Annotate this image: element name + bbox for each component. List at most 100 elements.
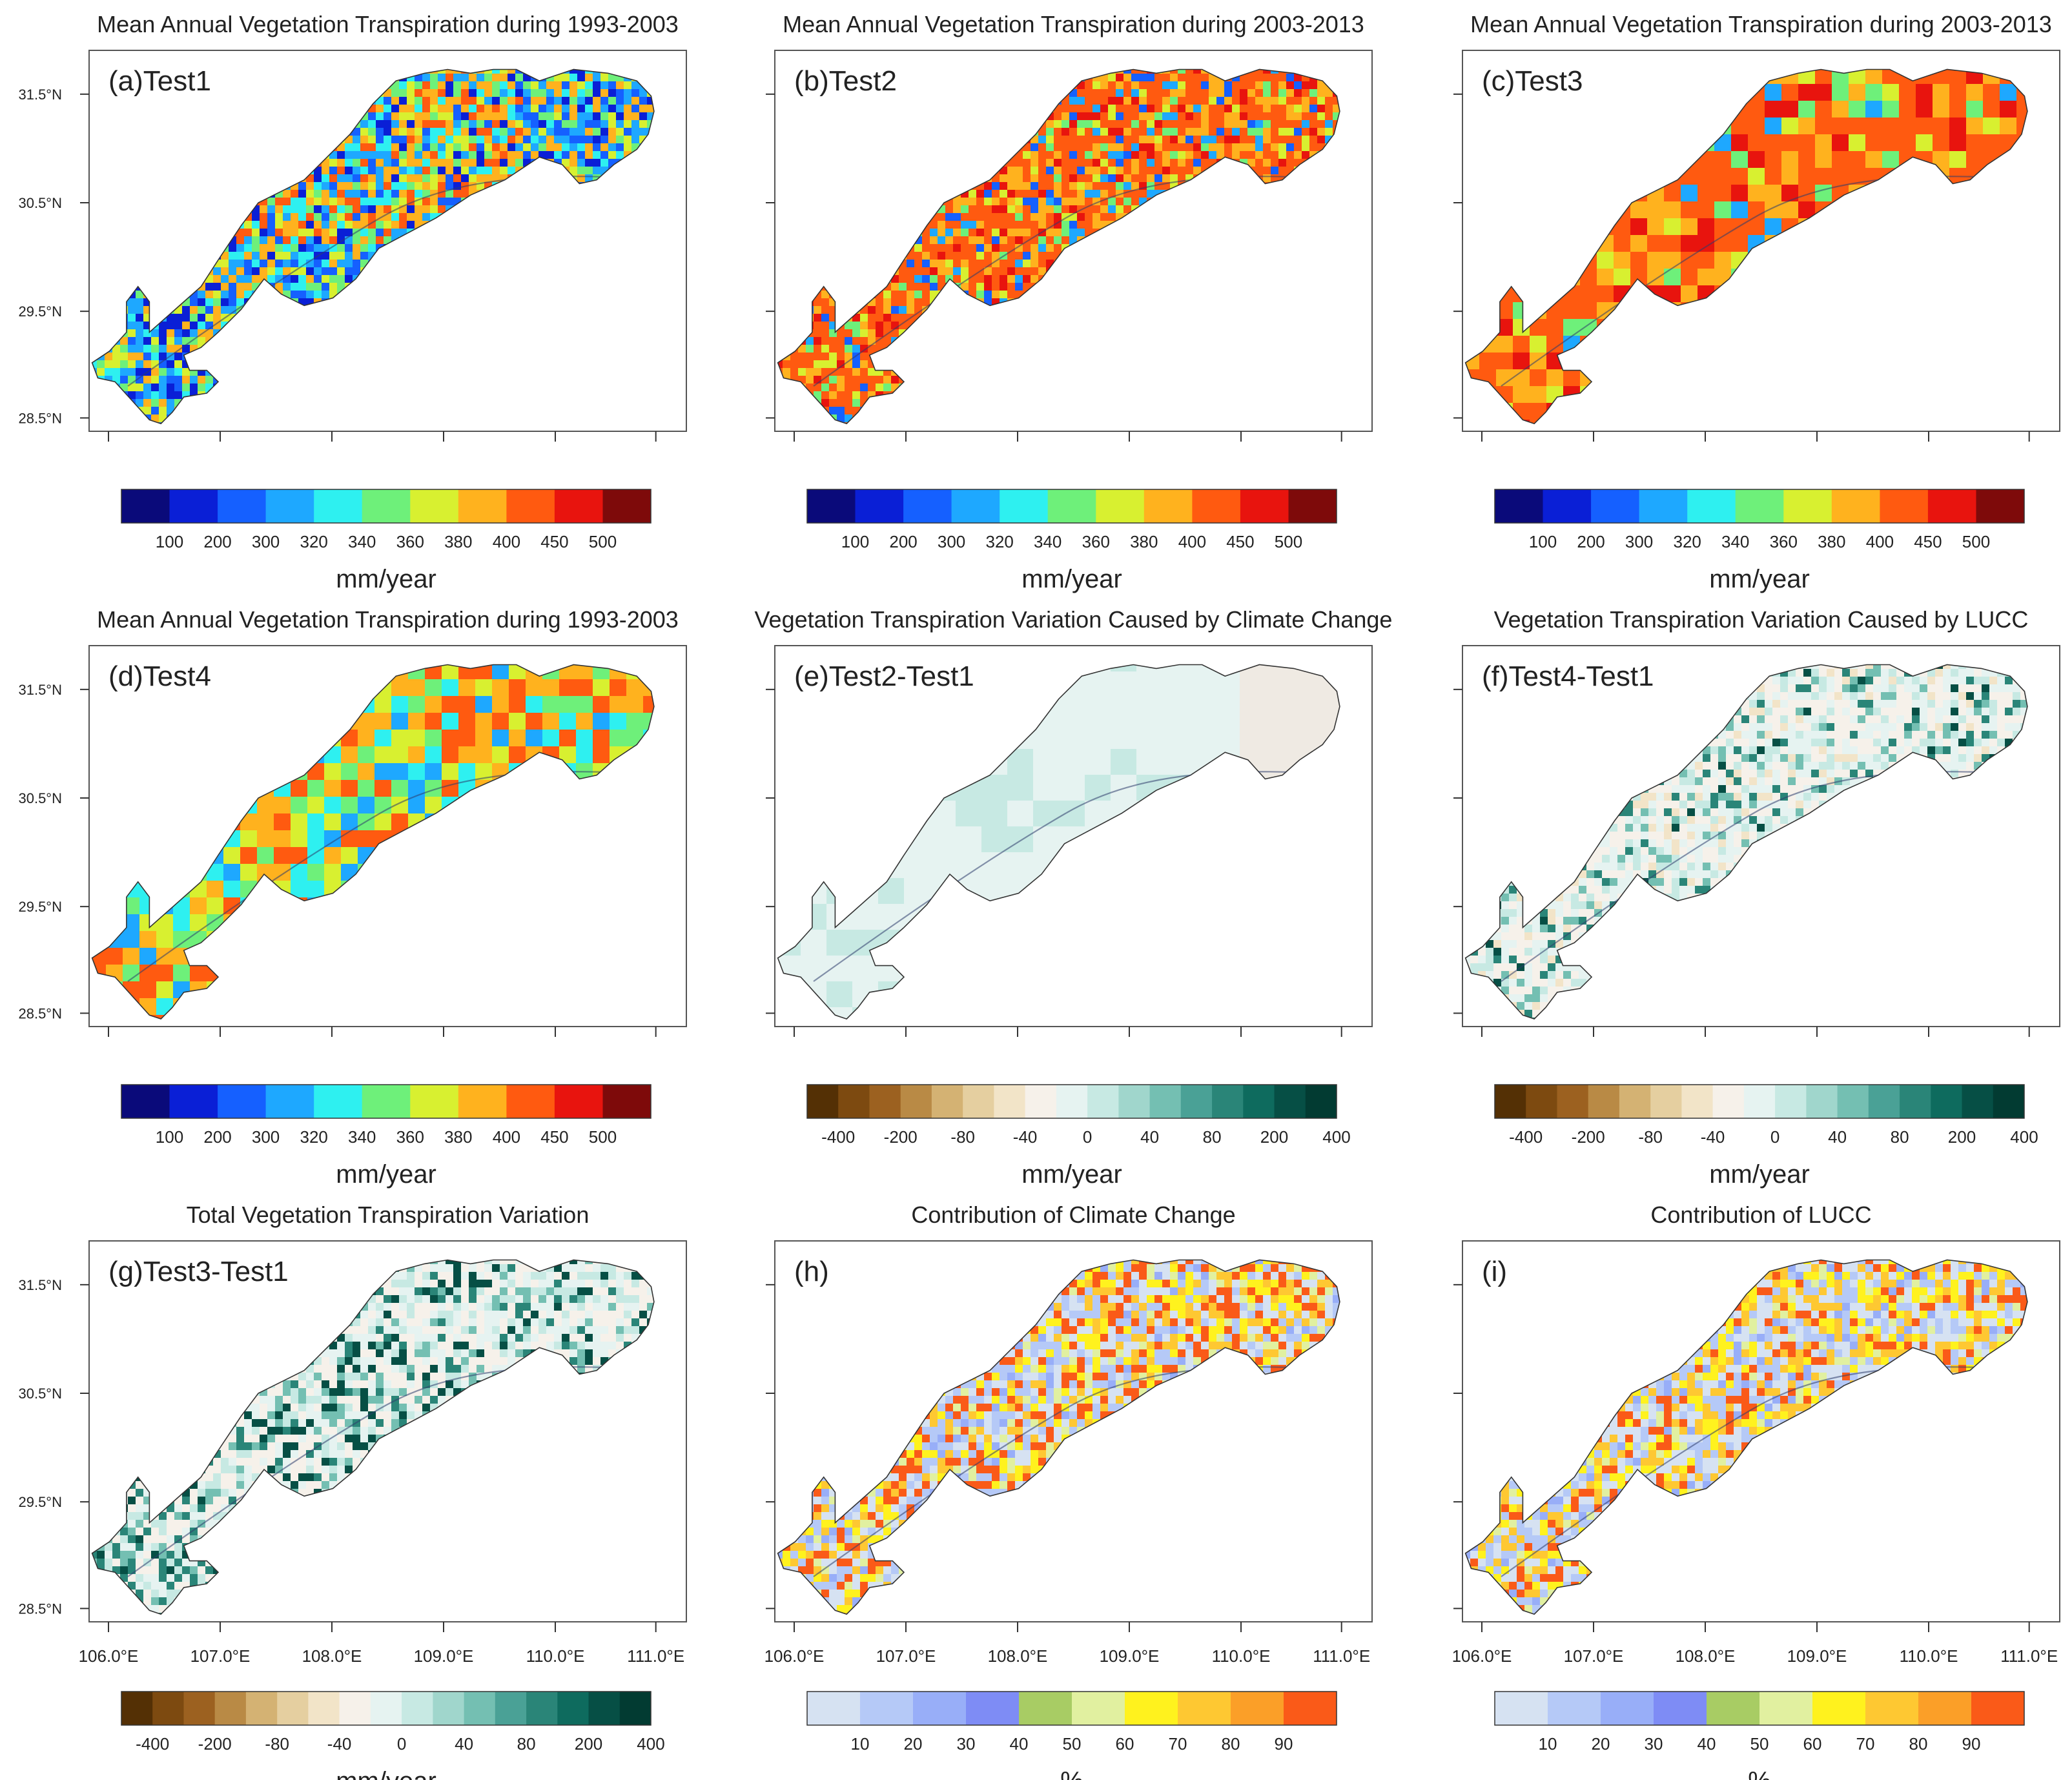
colorbar-swatch xyxy=(1288,489,1337,523)
x-tick-label: 110.0°E xyxy=(1900,1646,1958,1666)
colorbar-swatch xyxy=(245,1692,278,1725)
colorbar-tick-label: 200 xyxy=(1948,1127,1976,1147)
colorbar-swatch xyxy=(1495,1692,1548,1725)
colorbar-tick-label: 0 xyxy=(1083,1127,1092,1147)
colorbar-swatch xyxy=(1096,489,1145,523)
colorbar-swatch xyxy=(807,1085,839,1118)
colorbar-swatch xyxy=(903,489,952,523)
panel-title: Total Vegetation Transpiration Variation xyxy=(187,1202,590,1228)
colorbar-swatch xyxy=(588,1692,621,1725)
colorbar-border xyxy=(806,1691,1337,1726)
colorbar-tick-label: 200 xyxy=(1260,1127,1288,1147)
colorbar-tick-label: 400 xyxy=(2010,1127,2038,1147)
colorbar-swatch xyxy=(602,1085,651,1118)
panel-g: Total Vegetation Transpiration Variation… xyxy=(18,1202,687,1780)
colorbar-swatch xyxy=(557,1692,589,1725)
colorbar-tick-label: 40 xyxy=(1010,1734,1029,1754)
colorbar: 100 200 300 320 340 360 380 400 450 500 mm/year xyxy=(1494,489,2025,593)
colorbar-swatch xyxy=(807,1692,861,1725)
region-boundary xyxy=(1464,664,2028,1020)
colorbar-swatch xyxy=(1144,489,1193,523)
panel-title: Vegetation Transpiration Variation Cause… xyxy=(1494,606,2029,633)
colorbar-tick-label: 450 xyxy=(540,532,568,551)
colorbar-swatch xyxy=(807,489,856,523)
colorbar-tick-label: -80 xyxy=(1638,1127,1663,1147)
x-tick-label: 109.0°E xyxy=(1787,1646,1847,1666)
y-tick-label: 30.5°N xyxy=(18,790,62,806)
colorbar-swatch xyxy=(506,489,555,523)
region-boundary xyxy=(91,68,655,425)
colorbar-tick-label: -80 xyxy=(950,1127,975,1147)
colorbar-tick-label: -200 xyxy=(198,1734,232,1754)
colorbar-tick-label: 400 xyxy=(1866,532,1894,551)
colorbar-swatch xyxy=(1588,1085,1620,1118)
colorbar-tick-label: 400 xyxy=(493,532,520,551)
colorbar-swatch xyxy=(1056,1085,1088,1118)
panel-label: (e)Test2-Test1 xyxy=(794,660,974,692)
region-boundary xyxy=(91,664,655,1020)
colorbar-swatch xyxy=(1712,1085,1745,1118)
colorbar-tick-label: 10 xyxy=(851,1734,870,1754)
colorbar-swatch xyxy=(602,489,651,523)
colorbar-tick-label: 100 xyxy=(1529,532,1557,551)
colorbar-tick-label: 200 xyxy=(203,532,231,551)
colorbar-tick-label: 300 xyxy=(252,1127,280,1147)
colorbar-swatch xyxy=(1681,1085,1714,1118)
y-tick-label: 28.5°N xyxy=(18,410,62,426)
colorbar-border xyxy=(121,1084,651,1119)
colorbar-tick-label: 40 xyxy=(1140,1127,1159,1147)
colorbar-tick-label: 300 xyxy=(1625,532,1653,551)
colorbar: 100 200 300 320 340 360 380 400 450 500 mm/year xyxy=(121,1084,651,1189)
colorbar-swatch xyxy=(1601,1692,1654,1725)
colorbar-swatch xyxy=(838,1085,870,1118)
colorbar-swatch xyxy=(860,1692,914,1725)
colorbar-swatch xyxy=(218,1085,267,1118)
colorbar-tick-label: 300 xyxy=(252,532,280,551)
colorbar-tick-label: 400 xyxy=(493,1127,520,1147)
colorbar-swatch xyxy=(931,1085,963,1118)
panel-title: Mean Annual Vegetation Transpiration dur… xyxy=(97,606,679,633)
colorbar-swatch xyxy=(1806,1085,1838,1118)
colorbar-tick-label: 60 xyxy=(1803,1734,1822,1754)
colorbar-tick-label: 50 xyxy=(1750,1734,1769,1754)
panel-label: (g)Test3-Test1 xyxy=(108,1256,289,1287)
colorbar-swatch xyxy=(1305,1085,1337,1118)
colorbar-swatch xyxy=(265,1085,314,1118)
colorbar-swatch xyxy=(554,489,603,523)
colorbar-tick-label: 40 xyxy=(455,1734,473,1754)
colorbar-tick-label: 450 xyxy=(1226,532,1254,551)
colorbar-swatch xyxy=(1918,1692,1972,1725)
y-tick-label: 28.5°N xyxy=(18,1601,62,1617)
x-tick-label: 111.0°E xyxy=(627,1646,684,1666)
colorbar-swatch xyxy=(1019,1692,1072,1725)
panel-label: (f)Test4-Test1 xyxy=(1482,660,1654,692)
colorbar-swatch xyxy=(1072,1692,1125,1725)
colorbar-tick-label: 360 xyxy=(1770,532,1798,551)
colorbar-tick-label: -40 xyxy=(1013,1127,1038,1147)
x-tick-label: 108.0°E xyxy=(988,1646,1048,1666)
colorbar-unit: % xyxy=(1060,1767,1083,1780)
colorbar-swatch xyxy=(308,1692,340,1725)
colorbar-swatch xyxy=(951,489,1000,523)
colorbar-tick-label: 30 xyxy=(1645,1734,1663,1754)
x-tick-label: 107.0°E xyxy=(190,1646,251,1666)
colorbar-swatch xyxy=(121,1085,170,1118)
colorbar-tick-label: 380 xyxy=(444,532,472,551)
colorbar-border xyxy=(1494,1691,2025,1726)
colorbar-swatch xyxy=(1543,489,1592,523)
colorbar-swatch xyxy=(1687,489,1736,523)
colorbar-swatch xyxy=(1654,1692,1707,1725)
x-tick-label: 110.0°E xyxy=(1212,1646,1271,1666)
colorbar-swatch xyxy=(1243,1085,1275,1118)
panel-title: Contribution of LUCC xyxy=(1650,1202,1871,1228)
colorbar-swatch xyxy=(1931,1085,1962,1118)
x-tick-label: 111.0°E xyxy=(2000,1646,2058,1666)
colorbar-tick-label: 380 xyxy=(444,1127,472,1147)
colorbar-tick-label: 320 xyxy=(300,532,328,551)
colorbar-border xyxy=(121,489,651,524)
colorbar-tick-label: 60 xyxy=(1116,1734,1134,1754)
colorbar-tick-label: 400 xyxy=(1322,1127,1350,1147)
colorbar-swatch xyxy=(1180,1085,1213,1118)
panel-e: Vegetation Transpiration Variation Cause… xyxy=(755,606,1393,1189)
